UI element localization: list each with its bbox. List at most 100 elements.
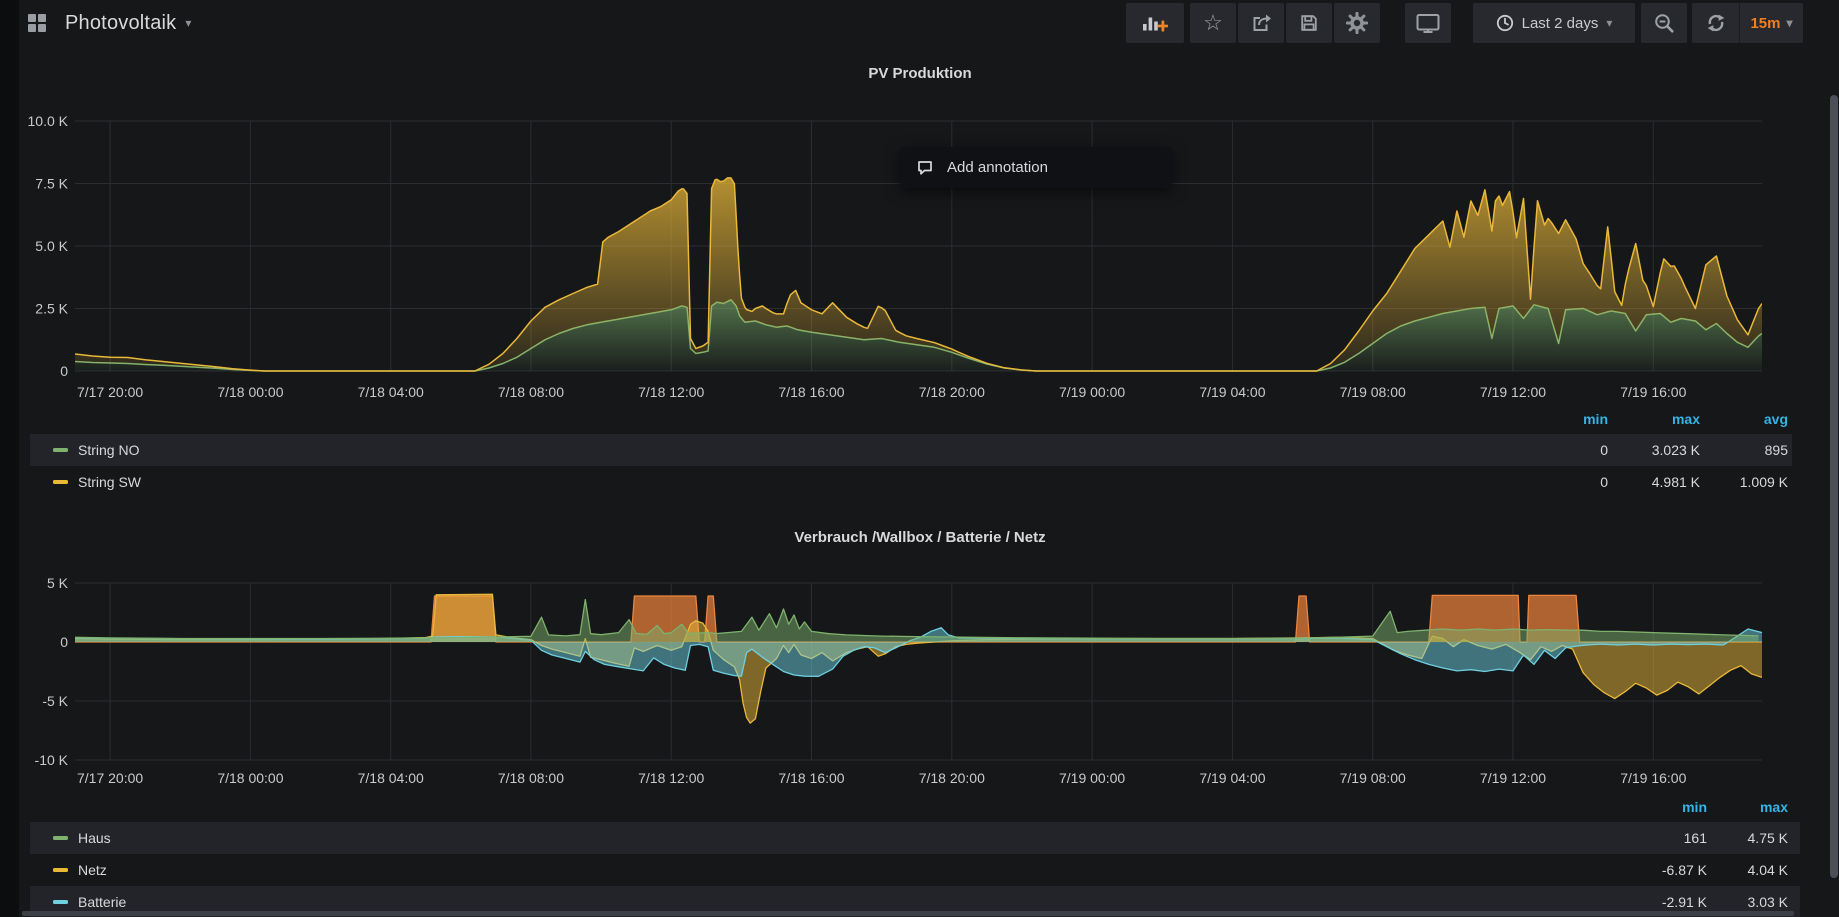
svg-text:7/18 04:00: 7/18 04:00 xyxy=(358,770,424,786)
time-range-label: Last 2 days xyxy=(1521,14,1599,32)
series-toggle-string-sw[interactable]: String SW xyxy=(78,474,142,490)
star-icon: ☆ xyxy=(1203,10,1223,35)
svg-text:0: 0 xyxy=(60,634,68,650)
svg-text:-10 K: -10 K xyxy=(35,752,69,768)
save-dashboard-button[interactable] xyxy=(1286,3,1332,43)
share-icon xyxy=(1250,13,1272,33)
series-color-swatch[interactable] xyxy=(53,448,68,452)
legend-row-string-sw: String SW 0 4.981 K 1.009 K xyxy=(30,466,1792,498)
panel-title-pv-produktion[interactable]: PV Produktion xyxy=(20,64,1820,83)
legend-sort-min[interactable]: min xyxy=(1583,411,1608,427)
share-dashboard-button[interactable] xyxy=(1238,3,1284,43)
svg-text:7/19 04:00: 7/19 04:00 xyxy=(1199,384,1265,400)
zoom-out-time-button[interactable] xyxy=(1641,3,1687,43)
navbar-toolbar: ☆ xyxy=(1126,3,1839,43)
svg-text:7/19 00:00: 7/19 00:00 xyxy=(1059,770,1125,786)
series-color-swatch[interactable] xyxy=(53,900,68,904)
chevron-down-icon: ▾ xyxy=(185,16,192,30)
legend-header: min max xyxy=(30,796,1800,822)
svg-text:7/18 20:00: 7/18 20:00 xyxy=(919,770,985,786)
panel-title-verbrauch[interactable]: Verbrauch /Wallbox / Batterie / Netz xyxy=(20,528,1820,547)
svg-text:7.5 K: 7.5 K xyxy=(35,176,68,192)
dashboard-title: Photovoltaik xyxy=(65,11,177,34)
svg-text:7/18 16:00: 7/18 16:00 xyxy=(778,770,844,786)
series-toggle-netz[interactable]: Netz xyxy=(78,862,107,878)
stat-min: 0 xyxy=(1600,474,1608,490)
verbrauch-chart-canvas[interactable]: 5 K 0 -5 K -10 K 7/17 20:00 7/18 00:00 7/18 04… xyxy=(20,556,1790,791)
clock-icon xyxy=(1496,14,1514,32)
stat-max: 4.981 K xyxy=(1651,474,1700,490)
sidebar-edge xyxy=(0,0,19,917)
horizontal-scrollbar[interactable] xyxy=(22,911,1794,916)
svg-text:5 K: 5 K xyxy=(47,575,69,591)
svg-text:7/19 04:00: 7/19 04:00 xyxy=(1199,770,1265,786)
svg-text:10.0 K: 10.0 K xyxy=(28,113,69,129)
annotation-bubble-icon xyxy=(916,159,934,177)
legend-row-netz: Netz -6.87 K 4.04 K xyxy=(30,854,1800,886)
svg-text:7/18 08:00: 7/18 08:00 xyxy=(498,384,564,400)
svg-text:5.0 K: 5.0 K xyxy=(35,238,68,254)
pv-produktion-chart-canvas[interactable]: 0 2.5 K 5.0 K 7.5 K 10.0 K 7/17 20:00 7/18 00:… xyxy=(20,92,1790,407)
stat-max: 3.023 K xyxy=(1651,442,1700,458)
series-color-swatch[interactable] xyxy=(53,480,68,484)
series-color-swatch[interactable] xyxy=(53,836,68,840)
gear-icon xyxy=(1346,12,1368,34)
legend-sort-avg[interactable]: avg xyxy=(1763,411,1788,427)
zoom-out-icon xyxy=(1653,12,1675,34)
series-toggle-haus[interactable]: Haus xyxy=(78,830,111,846)
refresh-now-button[interactable] xyxy=(1692,3,1740,43)
svg-text:7/19 08:00: 7/19 08:00 xyxy=(1340,384,1406,400)
save-icon xyxy=(1299,13,1319,33)
navbar-left: Photovoltaik ▾ xyxy=(19,11,197,36)
svg-text:7/18 00:00: 7/18 00:00 xyxy=(217,770,283,786)
dashboard-title-dropdown[interactable]: Photovoltaik ▾ xyxy=(59,11,197,36)
monitor-icon xyxy=(1416,13,1440,34)
time-range-picker[interactable]: Last 2 days ▾ xyxy=(1473,3,1635,43)
svg-text:7/18 08:00: 7/18 08:00 xyxy=(498,770,564,786)
stat-min: 0 xyxy=(1600,442,1608,458)
series-toggle-string-no[interactable]: String NO xyxy=(78,442,140,458)
vertical-scrollbar-thumb[interactable] xyxy=(1830,95,1838,878)
svg-text:7/19 08:00: 7/19 08:00 xyxy=(1340,770,1406,786)
add-panel-icon xyxy=(1142,13,1168,33)
svg-text:7/19 12:00: 7/19 12:00 xyxy=(1480,770,1546,786)
svg-text:0: 0 xyxy=(60,363,68,379)
svg-text:2.5 K: 2.5 K xyxy=(35,301,68,317)
stat-max: 4.75 K xyxy=(1747,830,1788,846)
series-color-swatch[interactable] xyxy=(53,868,68,872)
stat-avg: 1.009 K xyxy=(1739,474,1788,490)
refresh-icon xyxy=(1706,13,1726,33)
legend-row-string-no: String NO 0 3.023 K 895 xyxy=(30,434,1792,466)
svg-text:7/18 16:00: 7/18 16:00 xyxy=(778,384,844,400)
dashboards-grid-icon xyxy=(27,13,47,33)
cycle-view-mode-button[interactable] xyxy=(1405,3,1451,43)
add-annotation-menu-item[interactable]: Add annotation xyxy=(947,159,1048,176)
stat-min: 161 xyxy=(1683,830,1707,846)
context-menu: Add annotation xyxy=(900,147,1172,188)
svg-text:7/17 20:00: 7/17 20:00 xyxy=(77,384,143,400)
stat-avg: 895 xyxy=(1764,442,1788,458)
chevron-down-icon: ▾ xyxy=(1606,16,1613,30)
legend-sort-max[interactable]: max xyxy=(1671,411,1700,427)
chevron-down-icon: ▾ xyxy=(1786,16,1793,30)
add-panel-button[interactable] xyxy=(1126,3,1184,43)
refresh-interval-dropdown[interactable]: 15m ▾ xyxy=(1740,3,1803,43)
svg-text:7/17 20:00: 7/17 20:00 xyxy=(77,770,143,786)
verbrauch-legend: min max Haus 161 4.75 K Netz -6.87 K 4.0… xyxy=(30,796,1800,917)
svg-text:7/18 04:00: 7/18 04:00 xyxy=(358,384,424,400)
navbar: Photovoltaik ▾ ☆ xyxy=(19,0,1839,46)
svg-text:7/19 16:00: 7/19 16:00 xyxy=(1620,770,1686,786)
star-dashboard-button[interactable]: ☆ xyxy=(1190,3,1236,43)
legend-sort-max[interactable]: max xyxy=(1759,799,1788,815)
svg-text:-5 K: -5 K xyxy=(42,693,68,709)
stat-min: -6.87 K xyxy=(1661,862,1707,878)
legend-sort-min[interactable]: min xyxy=(1682,799,1707,815)
series-toggle-batterie[interactable]: Batterie xyxy=(78,894,127,910)
refresh-picker: 15m ▾ xyxy=(1692,3,1803,43)
svg-text:7/19 16:00: 7/19 16:00 xyxy=(1620,384,1686,400)
stat-min: -2.91 K xyxy=(1661,894,1707,910)
refresh-interval-label: 15m xyxy=(1750,14,1781,32)
pv-produktion-legend: min max avg String NO 0 3.023 K 895 Stri… xyxy=(30,408,1792,498)
dashboard-settings-button[interactable] xyxy=(1334,3,1380,43)
